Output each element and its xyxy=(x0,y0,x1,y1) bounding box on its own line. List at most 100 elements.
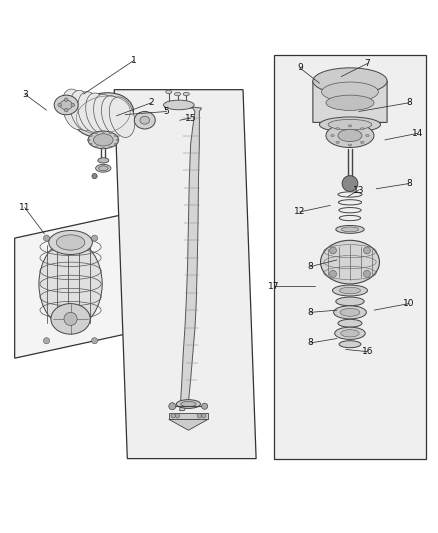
Ellipse shape xyxy=(174,92,180,96)
Ellipse shape xyxy=(39,240,102,328)
Ellipse shape xyxy=(348,144,352,146)
Circle shape xyxy=(64,108,68,112)
Ellipse shape xyxy=(340,309,360,316)
Polygon shape xyxy=(169,413,208,419)
Circle shape xyxy=(64,98,68,101)
Ellipse shape xyxy=(336,225,364,233)
Polygon shape xyxy=(114,90,256,458)
Circle shape xyxy=(197,414,201,418)
Ellipse shape xyxy=(360,141,364,143)
Text: 3: 3 xyxy=(22,90,28,99)
Text: 13: 13 xyxy=(353,185,364,195)
Ellipse shape xyxy=(95,132,97,134)
Ellipse shape xyxy=(163,100,194,110)
Ellipse shape xyxy=(102,147,105,149)
Ellipse shape xyxy=(313,68,387,94)
Ellipse shape xyxy=(93,134,113,146)
Circle shape xyxy=(92,235,98,241)
Ellipse shape xyxy=(134,111,155,129)
Ellipse shape xyxy=(86,93,111,134)
Ellipse shape xyxy=(338,130,362,142)
Text: 12: 12 xyxy=(294,207,305,216)
Text: 5: 5 xyxy=(164,107,170,116)
Ellipse shape xyxy=(109,146,112,148)
Text: 8: 8 xyxy=(308,308,314,317)
Text: 10: 10 xyxy=(403,299,415,308)
Text: 8: 8 xyxy=(308,262,314,271)
Ellipse shape xyxy=(183,92,189,96)
Ellipse shape xyxy=(336,141,339,143)
Circle shape xyxy=(71,103,74,107)
Text: 8: 8 xyxy=(406,179,412,188)
Polygon shape xyxy=(164,107,201,410)
Ellipse shape xyxy=(89,135,92,136)
Circle shape xyxy=(171,414,175,418)
Text: 17: 17 xyxy=(268,281,279,290)
Ellipse shape xyxy=(62,89,88,130)
Text: 14: 14 xyxy=(412,129,424,138)
Ellipse shape xyxy=(181,401,196,407)
Ellipse shape xyxy=(341,227,359,232)
Ellipse shape xyxy=(102,95,127,136)
Ellipse shape xyxy=(140,116,150,124)
Ellipse shape xyxy=(335,327,365,340)
Circle shape xyxy=(43,235,49,241)
Ellipse shape xyxy=(95,164,111,172)
Ellipse shape xyxy=(99,166,108,171)
Polygon shape xyxy=(14,214,125,358)
Ellipse shape xyxy=(360,127,364,130)
Text: 15: 15 xyxy=(185,114,196,123)
Ellipse shape xyxy=(339,287,360,294)
Text: 2: 2 xyxy=(148,98,154,107)
Ellipse shape xyxy=(336,127,339,130)
Circle shape xyxy=(329,247,336,254)
Ellipse shape xyxy=(338,319,362,327)
Ellipse shape xyxy=(102,131,105,133)
Polygon shape xyxy=(274,55,426,458)
Ellipse shape xyxy=(348,125,352,127)
Circle shape xyxy=(201,403,208,409)
Ellipse shape xyxy=(114,135,117,136)
Polygon shape xyxy=(313,70,387,123)
Circle shape xyxy=(364,247,371,254)
Ellipse shape xyxy=(78,92,103,132)
Ellipse shape xyxy=(366,134,369,136)
Ellipse shape xyxy=(98,158,109,163)
Circle shape xyxy=(342,176,358,191)
Ellipse shape xyxy=(339,341,361,348)
Circle shape xyxy=(175,414,180,418)
Ellipse shape xyxy=(110,97,135,138)
Ellipse shape xyxy=(89,143,92,145)
Ellipse shape xyxy=(166,90,172,94)
Ellipse shape xyxy=(334,306,366,319)
Ellipse shape xyxy=(94,94,119,135)
Ellipse shape xyxy=(109,132,112,134)
Ellipse shape xyxy=(321,82,378,102)
Ellipse shape xyxy=(331,134,334,136)
Ellipse shape xyxy=(49,230,92,254)
Text: 8: 8 xyxy=(308,338,314,348)
Ellipse shape xyxy=(332,285,367,296)
Ellipse shape xyxy=(54,95,78,115)
Circle shape xyxy=(43,338,49,344)
Circle shape xyxy=(201,414,206,418)
Ellipse shape xyxy=(328,119,372,130)
Circle shape xyxy=(64,312,77,326)
Circle shape xyxy=(169,403,176,410)
Ellipse shape xyxy=(336,297,364,306)
Ellipse shape xyxy=(319,117,381,132)
Ellipse shape xyxy=(117,139,119,141)
Ellipse shape xyxy=(57,235,85,250)
Ellipse shape xyxy=(70,91,95,131)
Text: 9: 9 xyxy=(297,63,303,72)
Text: 8: 8 xyxy=(406,98,412,107)
Text: 1: 1 xyxy=(131,56,137,65)
Ellipse shape xyxy=(326,95,374,110)
Ellipse shape xyxy=(88,139,90,141)
Ellipse shape xyxy=(73,93,134,138)
Ellipse shape xyxy=(321,240,379,284)
Circle shape xyxy=(329,270,336,277)
Circle shape xyxy=(92,338,98,344)
Circle shape xyxy=(92,174,97,179)
Ellipse shape xyxy=(95,146,97,148)
